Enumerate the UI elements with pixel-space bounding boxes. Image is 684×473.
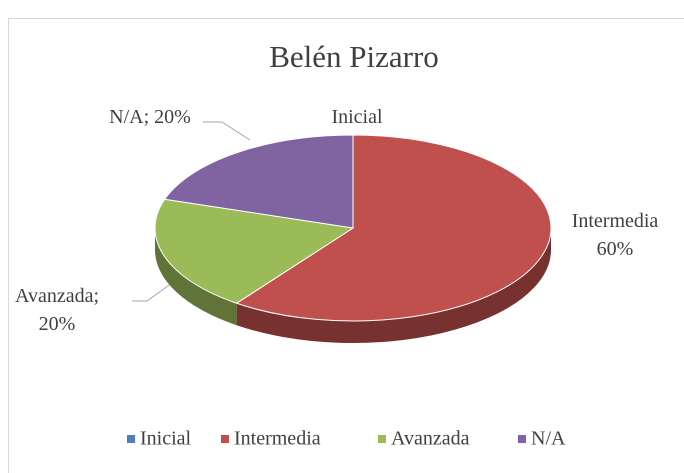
legend-label: Avanzada [391, 428, 470, 450]
data-label-line: Avanzada; [15, 285, 99, 307]
legend-swatch [518, 435, 526, 443]
slice [235, 134, 552, 322]
legend-swatch [378, 435, 386, 443]
data-label: Avanzada; 20% [15, 285, 99, 335]
data-label: Inicial [331, 106, 383, 128]
leader-line [203, 121, 251, 141]
legend-label: Intermedia [234, 428, 321, 450]
data-label-line: 20% [39, 313, 76, 335]
data-label: N/A; 20% [109, 106, 191, 128]
data-label-line: N/A; 20% [109, 106, 191, 128]
slice-side [155, 228, 237, 326]
data-label-line: Inicial [331, 106, 383, 128]
data-label-line: Intermedia [572, 210, 659, 232]
slice [163, 134, 354, 229]
legend-swatch [221, 435, 229, 443]
legend-label: Inicial [140, 428, 192, 450]
slice [154, 198, 355, 304]
data-label-line: 60% [597, 238, 634, 260]
chart-title: Belén Pizarro [269, 39, 439, 74]
legend-label: N/A [531, 428, 566, 450]
leader-line [132, 282, 173, 302]
data-label: Intermedia 60% [572, 210, 659, 260]
slice-side [236, 228, 551, 343]
legend-swatch [127, 435, 135, 443]
